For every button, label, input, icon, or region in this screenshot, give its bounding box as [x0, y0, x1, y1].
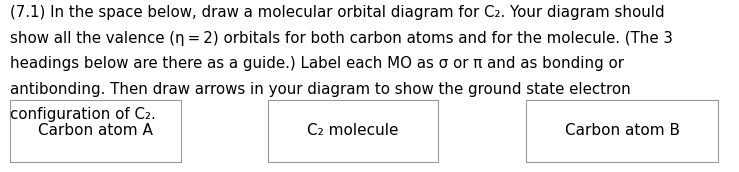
Bar — [268, 100, 438, 162]
Text: antibonding. Then draw arrows in your diagram to show the ground state electron: antibonding. Then draw arrows in your di… — [10, 82, 631, 96]
Bar — [10, 100, 181, 162]
Text: Carbon atom B: Carbon atom B — [565, 123, 680, 138]
Bar — [526, 100, 718, 162]
Text: show all the valence (η = 2) orbitals for both carbon atoms and for the molecule: show all the valence (η = 2) orbitals fo… — [10, 31, 673, 46]
Text: Carbon atom A: Carbon atom A — [38, 123, 153, 138]
Text: configuration of C₂.: configuration of C₂. — [10, 107, 156, 122]
Text: C₂ molecule: C₂ molecule — [307, 123, 398, 138]
Text: (7.1) In the space below, draw a molecular orbital diagram for C₂. Your diagram : (7.1) In the space below, draw a molecul… — [10, 5, 665, 20]
Text: headings below are there as a guide.) Label each MO as σ or π and as bonding or: headings below are there as a guide.) La… — [10, 56, 624, 71]
